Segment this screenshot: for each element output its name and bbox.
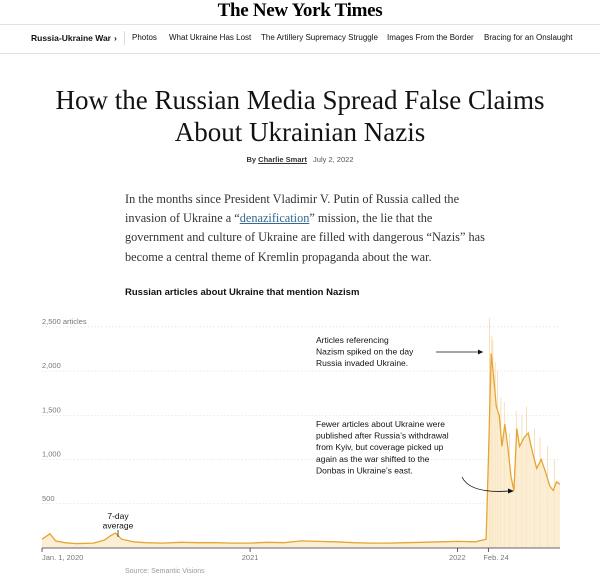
series-line-daily-articles	[41, 353, 561, 545]
intro-text-start: In the months since President Vladimir V…	[125, 192, 460, 226]
nav-section-label: Russia-Ukraine War	[31, 33, 111, 43]
x-tick-label-0: Jan. 1, 2020	[42, 553, 83, 562]
annotation-1-line-4: Donbas in Ukraine’s east.	[316, 465, 413, 475]
y-tick-label-2: 1,500	[42, 405, 61, 414]
annotation-arrow-dip	[461, 476, 511, 492]
intro-paragraph: In the months since President Vladimir V…	[125, 190, 485, 267]
annotation-1-line-0: Fewer articles about Ukraine were	[316, 419, 445, 429]
nav-item-images-from-border[interactable]: Images From the Border	[387, 33, 474, 42]
chevron-right-icon: ›	[114, 33, 117, 43]
intro-text-end: ” mission, the lie that the government a…	[125, 211, 485, 264]
annotation-0-line-1: Nazism spiked on the day	[316, 347, 414, 357]
annotation-0-line-0: Articles referencing	[316, 335, 389, 345]
arrow-head-icon	[508, 488, 514, 494]
nav-item-what-ukraine-has-lost[interactable]: What Ukraine Has Lost	[169, 33, 252, 42]
article-headline: How the Russian Media Spread False Claim…	[55, 85, 545, 147]
nav-divider-bottom	[0, 53, 600, 54]
nav-item-bracing-for-onslaught[interactable]: Bracing for an Onslaught	[484, 33, 573, 42]
section-nav: Russia-Ukraine War › Photos What Ukraine …	[0, 25, 600, 53]
annotation-0-line-2: Russia invaded Ukraine.	[316, 358, 408, 368]
annotation-1-line-1: published after Russia’s withdrawal	[316, 431, 449, 441]
y-tick-label-1: 1,000	[42, 450, 61, 459]
y-tick-label-3: 2,000	[42, 361, 61, 370]
x-tick-label-2: 2022	[449, 553, 466, 562]
denazification-link[interactable]: denazification	[239, 211, 310, 226]
chart-title: Russian articles about Ukraine that ment…	[125, 287, 360, 298]
publish-date: July 2, 2022	[313, 155, 354, 164]
author-link[interactable]: Charlie Smart	[258, 155, 307, 164]
annotation-1-line-2: from Kyiv, but coverage picked up	[316, 442, 444, 452]
nav-item-artillery-supremacy[interactable]: The Artillery Supremacy Struggle	[261, 33, 378, 42]
annotation-1-line-3: again as the war shifted to the	[316, 454, 430, 464]
x-tick-label-1: 2021	[242, 553, 259, 562]
masthead-divider	[0, 24, 600, 25]
y-tick-label-0: 500	[42, 494, 55, 503]
arrow-head-icon	[478, 349, 483, 355]
annotation-2-line-0: 7-day	[107, 511, 129, 521]
x-tick-label-3: Feb. 24	[483, 553, 508, 562]
chart-area-fill	[42, 353, 560, 548]
chart-source: Source: Semantic Visions	[125, 568, 205, 575]
nav-item-photos[interactable]: Photos	[132, 33, 157, 42]
nav-divider	[124, 31, 125, 45]
byline-prefix: By	[246, 155, 257, 164]
y-tick-label-4: 2,500 articles	[42, 317, 87, 326]
annotation-2-line-1: average	[103, 521, 134, 531]
byline: By Charlie Smart July 2, 2022	[0, 155, 600, 164]
nav-section-link[interactable]: Russia-Ukraine War ›	[31, 33, 117, 43]
masthead-logo[interactable]: The New York Times	[217, 0, 383, 21]
